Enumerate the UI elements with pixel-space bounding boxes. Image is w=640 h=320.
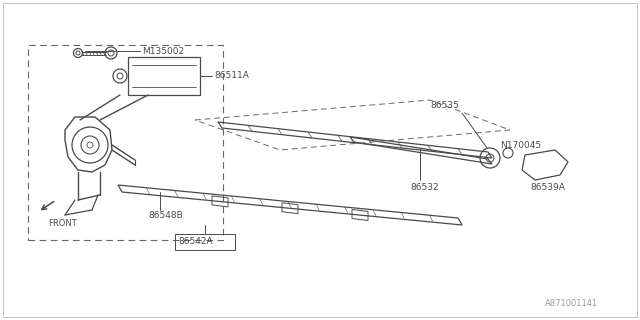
- Text: 86511A: 86511A: [214, 71, 249, 81]
- Text: A871001141: A871001141: [545, 299, 598, 308]
- Text: FRONT: FRONT: [48, 219, 77, 228]
- Text: 86548B: 86548B: [148, 211, 183, 220]
- Text: 86539A: 86539A: [530, 182, 565, 191]
- Text: M135002: M135002: [142, 46, 184, 55]
- Text: N170045: N170045: [500, 141, 541, 150]
- Bar: [28, 45, 223, 240]
- Text: 86535: 86535: [430, 101, 459, 110]
- Text: 86542A: 86542A: [178, 237, 212, 246]
- Text: 86532: 86532: [410, 182, 438, 191]
- Bar: [175, 234, 235, 250]
